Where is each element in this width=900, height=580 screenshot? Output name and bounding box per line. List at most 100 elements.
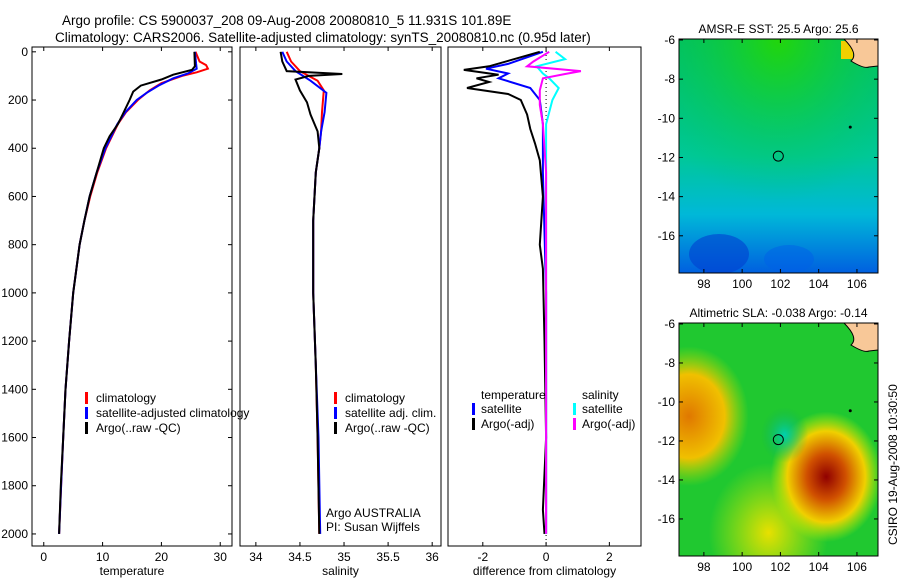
y-tick-label: 800 <box>8 238 28 252</box>
axes-frame <box>447 46 642 547</box>
x-axis-label: difference from climatology <box>473 564 616 578</box>
map-field <box>679 323 878 556</box>
figure-title-line1: Argo profile: CS 5900037_208 09-Aug-2008… <box>62 13 511 28</box>
x-tick-label: 10 <box>96 550 110 564</box>
y-tick-label: -12 <box>658 150 676 164</box>
y-tick-label: -16 <box>658 512 676 526</box>
axes-frame <box>239 46 442 547</box>
christmas-island <box>848 125 852 129</box>
x-tick-label: 104 <box>809 277 829 291</box>
y-tick-label: 0 <box>21 45 28 59</box>
sla-center-low <box>679 323 878 556</box>
legend-entry: Argo(..raw -QC) <box>345 421 430 435</box>
legend-entry: climatology <box>345 391 405 405</box>
series-salinity-argo <box>524 50 582 534</box>
x-tick-label: 100 <box>732 560 752 574</box>
series-climatology <box>58 51 210 534</box>
side-timestamp: CSIRO 19-Aug-2008 10:30:50 <box>886 384 900 545</box>
map-title: Altimetric SLA: -0.038 Argo: -0.14 <box>689 306 867 320</box>
panel-sst-map: AMSR-E SST: 25.5 Argo: 25.6 98 100 102 104 10… <box>658 22 879 291</box>
y-tick-label: -10 <box>658 395 676 409</box>
legend-entry: climatology <box>96 391 156 405</box>
legend-entry: satellite <box>481 402 522 416</box>
y-tick-label: 1600 <box>1 431 28 445</box>
argo-position-marker <box>772 150 784 162</box>
sst-cold-patch <box>689 234 749 273</box>
y-tick-label: 200 <box>8 93 28 107</box>
legend-entry: temperature <box>481 388 546 402</box>
argo-position-marker <box>772 434 784 446</box>
y-tick-label: -14 <box>658 473 676 487</box>
x-tick-label: 30 <box>214 550 228 564</box>
y-tick-label: -12 <box>658 434 676 448</box>
annotation: PI: Susan Wijffels <box>326 520 420 534</box>
x-tick-label: 20 <box>155 550 169 564</box>
x-tick-label: 34 <box>249 550 263 564</box>
land-java <box>843 39 878 68</box>
x-tick-label: 0 <box>543 550 550 564</box>
x-tick-label: 102 <box>770 560 790 574</box>
x-axis-label: salinity <box>322 564 359 578</box>
y-tick-label: 600 <box>8 189 28 203</box>
legend-swatch <box>573 403 576 415</box>
figure-title-line2: Climatology: CARS2006. Satellite-adjuste… <box>55 30 591 45</box>
y-tick-label: 1000 <box>1 286 28 300</box>
panel-sla-map: Altimetric SLA: -0.038 Argo: -0.14 98 100 1… <box>658 306 879 574</box>
legend-swatch <box>334 422 337 434</box>
series-temperature-satellite <box>485 50 548 534</box>
legend-swatch <box>334 392 337 404</box>
x-tick-label: -2 <box>477 550 488 564</box>
legend-entry: satellite-adjusted climatology <box>96 406 249 420</box>
annotation: Argo AUSTRALIA <box>326 506 421 520</box>
series-satellite <box>281 51 328 534</box>
sst-cold-patch <box>764 245 814 273</box>
axes-frame <box>678 322 879 557</box>
x-tick-label: 98 <box>697 560 711 574</box>
legend-swatch <box>85 407 88 419</box>
land-java <box>843 323 878 352</box>
panel-salinity: 34 34.5 35 35.5 36 salinity climatologysatelli… <box>239 46 442 578</box>
y-tick-label: 1400 <box>1 382 28 396</box>
legend-entry: salinity <box>582 388 619 402</box>
x-tick-label: 0 <box>40 550 47 564</box>
axes-frame <box>31 46 233 547</box>
x-tick-label: 106 <box>847 560 867 574</box>
christmas-island <box>848 409 852 413</box>
y-tick-label: -8 <box>664 356 675 370</box>
legend-entry: satellite <box>582 402 623 416</box>
x-tick-label: 34.5 <box>288 550 312 564</box>
legend-swatch <box>334 407 337 419</box>
series-satellite <box>58 51 198 534</box>
legend-entry: satellite adj. clim. <box>345 406 436 420</box>
map-field <box>679 39 878 273</box>
legend-swatch <box>85 422 88 434</box>
x-axis-label: temperature <box>100 564 165 578</box>
sst-warm-patch <box>679 39 878 273</box>
axes-frame <box>678 38 879 274</box>
legend-entry: Argo(-adj) <box>582 417 635 431</box>
y-tick-label: 1200 <box>1 334 28 348</box>
y-tick-label: 400 <box>8 141 28 155</box>
panel-temperature: 0 10 20 30 0 200 400 600 800 1000 1200 1400 1600 1800… <box>1 45 249 578</box>
series-argo <box>279 51 343 534</box>
y-tick-label: -14 <box>658 190 676 204</box>
x-tick-label: 35.5 <box>376 550 400 564</box>
map-title: AMSR-E SST: 25.5 Argo: 25.6 <box>698 22 858 36</box>
y-tick-label: 2000 <box>1 527 28 541</box>
series-temperature-argo <box>463 50 548 534</box>
x-tick-label: 100 <box>732 277 752 291</box>
legend-swatch <box>85 392 88 404</box>
legend-swatch <box>472 403 475 415</box>
legend-swatch <box>472 418 475 430</box>
y-tick-label: 1800 <box>1 479 28 493</box>
y-tick-label: -8 <box>664 72 675 86</box>
y-tick-label: -10 <box>658 111 676 125</box>
x-tick-label: 35 <box>337 550 351 564</box>
y-tick-label: -6 <box>664 33 675 47</box>
x-tick-label: 104 <box>809 560 829 574</box>
series-argo <box>58 51 196 534</box>
legend-swatch <box>573 418 576 430</box>
